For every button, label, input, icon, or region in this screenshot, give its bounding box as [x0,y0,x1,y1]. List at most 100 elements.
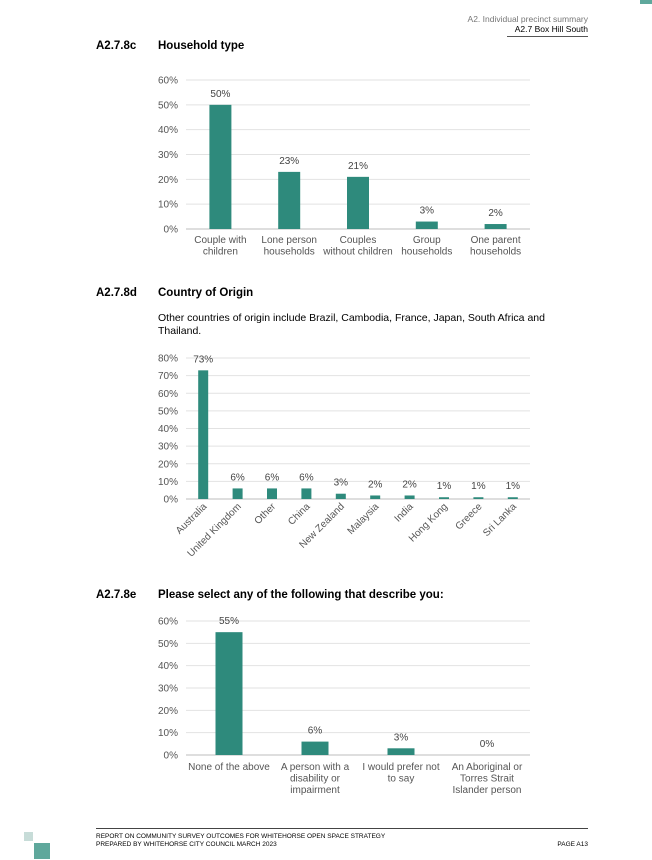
corner-accent [640,0,652,4]
data-label: 1% [437,481,452,492]
y-tick-label: 60% [158,617,178,628]
y-tick-label: 10% [158,728,178,739]
footer-square-small [24,832,33,841]
x-tick-label-line: disability or [290,774,341,785]
x-tick-label-line: A person with a [281,762,350,773]
bar [370,495,381,499]
x-tick-label-line: impairment [290,785,340,796]
bar [415,221,438,229]
describe-you-chart: 0% 10% 20% 30% 40% 50% 60% 55% None of the above… [158,616,530,796]
bar [267,488,277,499]
data-label: 55% [219,616,239,627]
x-tick-label-line: to say [388,774,415,785]
y-tick-label: 50% [158,100,178,111]
header-subsection: A2.7 Box Hill South [514,24,588,34]
x-tick-label: Sri Lanka [481,501,519,539]
x-tick-label-line: households [401,247,452,258]
x-tick-label: Malaysia [346,501,382,537]
bar [278,171,301,229]
bar [232,488,243,499]
bar [301,488,312,499]
x-tick-label-line: I would prefer not [362,762,439,773]
y-tick-label: 50% [158,639,178,650]
data-label: 2% [368,479,383,490]
y-tick-label: 0% [164,751,179,762]
x-tick-label-line: children [203,247,238,258]
bar [198,370,209,499]
y-tick-label: 60% [158,389,178,400]
bar [439,497,449,499]
bar [387,748,415,755]
x-tick-label: India [393,501,416,524]
x-tick-label: None of the above [188,762,270,773]
footer-prepared-by: PREPARED BY WHITEHORSE CITY COUNCIL MARC… [96,841,277,848]
y-tick-label: 40% [158,424,178,435]
bar [215,632,243,755]
country-of-origin-chart: 0% 10% 20% 30% 40% 50% 60% 70% 80% 73% Australia 6%… [158,354,530,559]
x-tick-label: Other [253,501,279,527]
y-tick-label: 50% [158,406,178,417]
section-title-origin: Country of Origin [158,287,254,299]
x-tick-label-line: Couples [340,235,377,246]
x-tick-label: Group households [401,235,452,258]
bar [507,497,518,499]
y-tick-label: 70% [158,371,178,382]
footer-rule [96,828,588,829]
data-label: 21% [348,161,368,172]
y-tick-label: 10% [158,200,178,211]
x-tick-label: Greece [454,501,485,532]
section-title-household: Household type [158,40,245,52]
x-tick-label-line: An Aboriginal or [452,762,523,773]
y-tick-label: 60% [158,76,178,87]
data-label: 3% [420,206,435,217]
x-tick-label: Couple with children [194,235,246,258]
bar [404,495,415,499]
x-tick-label: China [286,501,313,528]
y-tick-label: 40% [158,125,178,136]
bar [335,493,346,499]
x-tick-label-line: households [264,247,315,258]
x-tick-label-line: without children [322,247,392,258]
data-label: 50% [210,89,230,100]
data-label: 73% [193,354,213,365]
header-section: A2. Individual precinct summary [467,14,588,24]
x-tick-label: A person with a disability or impairment [281,762,350,796]
x-tick-label: An Aboriginal or Torres Strait Islander pe… [452,762,523,796]
data-label: 0% [480,739,495,750]
header-rule [507,36,588,37]
x-tick-label-line: households [470,247,521,258]
x-tick-label-line: Torres Strait [460,774,514,785]
data-label: 2% [488,208,503,219]
x-tick-label-line: Islander person [453,785,522,796]
x-tick-label-line: Couple with [194,235,246,246]
y-tick-label: 80% [158,354,178,365]
section-number-describe: A2.7.8e [96,589,137,601]
data-label: 6% [308,726,323,737]
data-label: 3% [334,478,349,489]
bar [473,497,484,499]
y-tick-label: 0% [164,225,179,236]
x-tick-label-line: Group [413,235,441,246]
section-title-describe: Please select any of the following that … [158,589,444,601]
y-tick-label: 30% [158,442,178,453]
y-tick-label: 0% [164,495,179,506]
data-label: 3% [394,732,409,743]
x-tick-label-line: None of the above [188,762,270,773]
x-tick-label: I would prefer not to say [362,762,439,785]
y-tick-label: 20% [158,706,178,717]
y-tick-label: 20% [158,459,178,470]
x-tick-label: One parent households [470,235,521,258]
y-tick-label: 40% [158,661,178,672]
data-label: 6% [230,472,245,483]
data-label: 6% [265,472,280,483]
y-tick-label: 30% [158,150,178,161]
bar [347,176,369,229]
household-type-chart: 0% 10% 20% 30% 40% 50% 60% 50% Couple with childr… [158,76,530,258]
x-tick-label: Lone person households [261,235,317,258]
bar [301,741,329,755]
y-tick-label: 20% [158,175,178,186]
x-tick-label-line: Lone person [261,235,317,246]
y-tick-label: 30% [158,684,178,695]
footer-page-number: PAGE A13 [557,841,588,848]
footer-square-large [34,843,50,859]
